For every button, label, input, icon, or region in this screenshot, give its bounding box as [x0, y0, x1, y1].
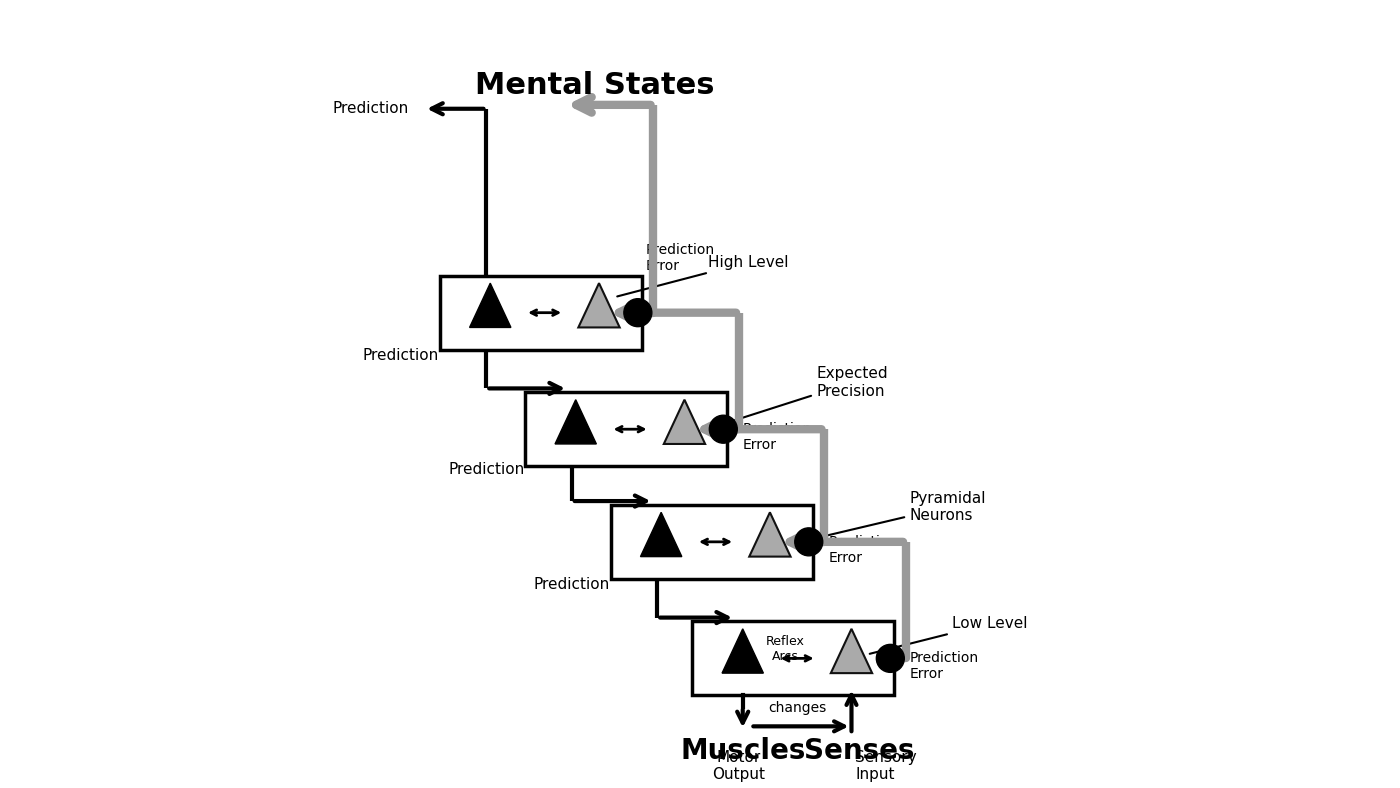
Polygon shape — [578, 283, 620, 328]
Text: Prediction: Prediction — [448, 463, 525, 478]
Polygon shape — [749, 512, 791, 556]
Polygon shape — [554, 400, 596, 444]
Text: Motor
Output: Motor Output — [713, 749, 766, 782]
Polygon shape — [469, 283, 511, 328]
Polygon shape — [722, 629, 763, 673]
Text: Low Level: Low Level — [869, 616, 1028, 654]
Circle shape — [624, 299, 652, 327]
Text: High Level: High Level — [617, 255, 788, 296]
FancyBboxPatch shape — [525, 392, 727, 466]
Text: Prediction: Prediction — [533, 577, 610, 592]
Circle shape — [795, 528, 823, 556]
Text: Pyramidal
Neurons: Pyramidal Neurons — [819, 491, 986, 537]
Circle shape — [710, 415, 738, 443]
Circle shape — [876, 645, 904, 672]
Text: Sensory
Input: Sensory Input — [855, 749, 917, 782]
Polygon shape — [640, 512, 682, 556]
Text: Expected
Precision: Expected Precision — [734, 366, 888, 421]
Text: Reflex
Arcs: Reflex Arcs — [766, 635, 805, 663]
FancyBboxPatch shape — [692, 622, 895, 695]
FancyBboxPatch shape — [440, 276, 641, 350]
Text: Mental States: Mental States — [475, 71, 714, 100]
Text: Muscles: Muscles — [680, 738, 805, 765]
Polygon shape — [830, 629, 872, 673]
Text: Prediction: Prediction — [332, 101, 409, 117]
Text: Prediction
Error: Prediction Error — [645, 243, 715, 273]
Text: changes: changes — [769, 701, 826, 715]
Text: Prediction
Error: Prediction Error — [743, 422, 812, 452]
Text: Prediction
Error: Prediction Error — [829, 534, 897, 565]
Text: Prediction: Prediction — [363, 348, 440, 363]
Text: Senses: Senses — [804, 738, 914, 765]
Polygon shape — [664, 400, 706, 444]
Text: Prediction
Error: Prediction Error — [910, 651, 979, 682]
FancyBboxPatch shape — [610, 505, 812, 578]
